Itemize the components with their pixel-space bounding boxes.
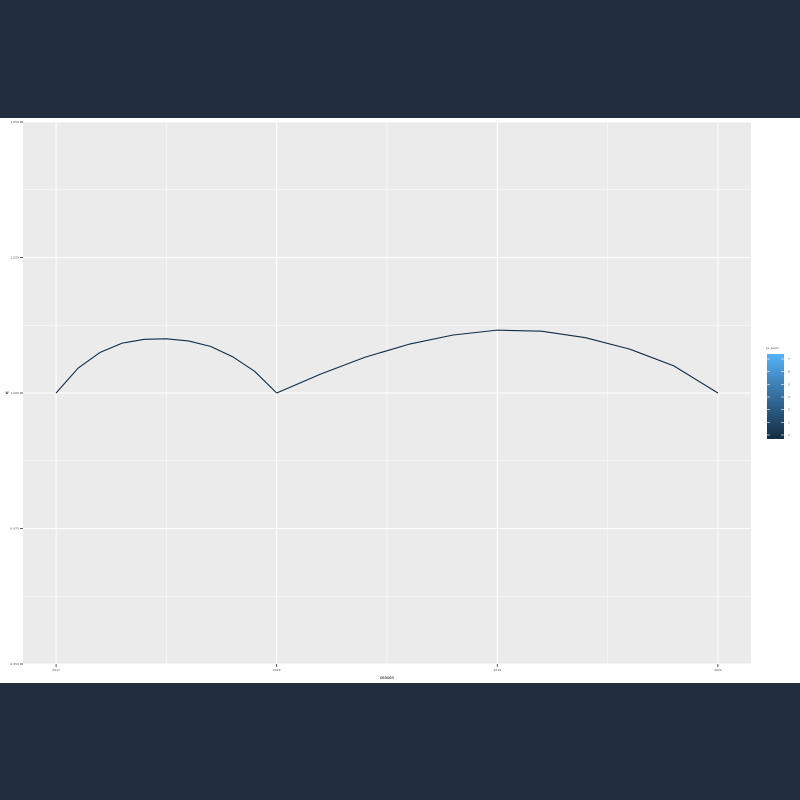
y-tick-label: 1.025 <box>10 256 19 260</box>
y-tick-label: 0.975 <box>10 527 19 531</box>
line-chart: 2017 2018 2019 2020 0.950 0.975 1.000 1.025 1.0… <box>5 120 790 680</box>
legend-label: 2 <box>788 420 790 424</box>
series-line <box>276 329 719 394</box>
x-tick-label: 2019 <box>493 668 501 672</box>
chart-figure: 2017 2018 2019 2020 0.950 0.975 1.000 1.025 1.0… <box>0 118 800 683</box>
y-tick-label: 1.000 <box>10 391 19 395</box>
legend-label: 5 <box>788 382 790 386</box>
x-tick-label: 2018 <box>273 668 281 672</box>
y-tick-label: 0.950 <box>10 662 19 666</box>
x-axis-title: season <box>380 675 395 680</box>
legend-label: 6 <box>788 370 790 374</box>
x-tick-label: 2020 <box>714 668 722 672</box>
legend-label: 3 <box>788 408 790 412</box>
legend-title: ps_team <box>766 346 779 350</box>
y-axis-title: w <box>5 390 9 395</box>
legend-label: 7 <box>788 357 790 361</box>
x-tick-label: 2017 <box>52 668 60 672</box>
y-tick-label: 1.050 <box>10 120 19 124</box>
legend-label: 4 <box>788 395 790 399</box>
legend: ps_team 1 2 3 4 5 6 7 <box>766 346 790 439</box>
legend-label: 1 <box>788 433 790 437</box>
series-line <box>55 338 278 394</box>
colorbar <box>767 354 784 439</box>
